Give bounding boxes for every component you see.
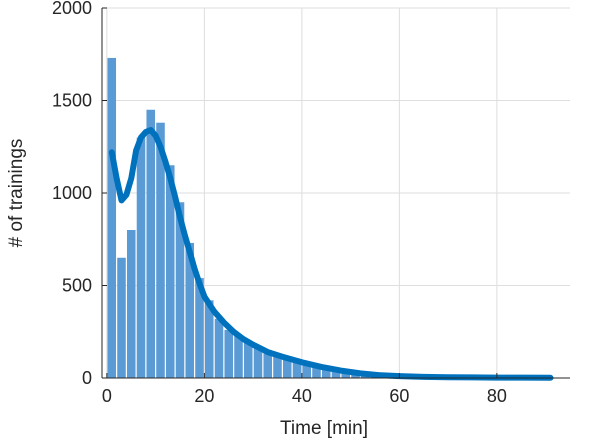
histogram-bar [215, 319, 224, 378]
histogram-bar [234, 335, 243, 378]
histogram-bar [146, 110, 155, 378]
histogram-bar [127, 230, 136, 378]
histogram-bar [107, 58, 116, 378]
y-tick-label: 2000 [52, 0, 92, 18]
x-tick-label: 60 [389, 386, 409, 406]
x-tick-label: 40 [292, 386, 312, 406]
x-tick-label: 20 [194, 386, 214, 406]
y-tick-label: 500 [62, 276, 92, 296]
histogram-bar [117, 258, 126, 378]
x-axis-label: Time [min] [280, 418, 368, 439]
y-tick-label: 0 [82, 368, 92, 388]
histogram-bar [137, 138, 146, 379]
y-tick-label: 1500 [52, 91, 92, 111]
x-tick-label: 0 [102, 386, 112, 406]
x-tick-label: 80 [487, 386, 507, 406]
y-tick-label: 1000 [52, 183, 92, 203]
bars-layer [107, 58, 535, 378]
histogram-bar [224, 330, 233, 378]
y-axis-label: # of trainings [6, 139, 27, 248]
